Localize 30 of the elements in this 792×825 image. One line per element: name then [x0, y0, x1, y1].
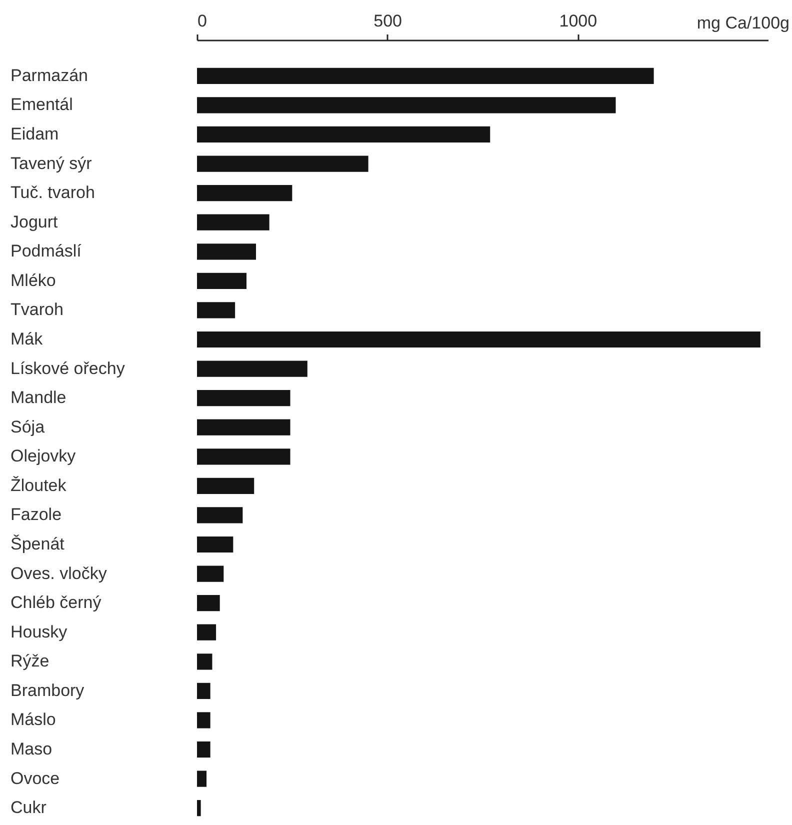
y-tick-label: Mák — [10, 329, 44, 348]
y-tick-label: Eidam — [10, 124, 59, 144]
x-axis-title: mg Ca/100g — [696, 14, 790, 32]
y-tick-label: Tuč. tvaroh — [10, 183, 95, 202]
y-tick-label: Podmáslí — [10, 242, 82, 261]
y-tick-label: Špenát — [10, 534, 65, 554]
y-tick-label: Lískové ořechy — [10, 358, 126, 378]
y-tick-label: Rýže — [10, 652, 50, 671]
y-tick-label: Parmazán — [10, 66, 88, 85]
y-tick-label: Ementál — [10, 95, 73, 114]
y-tick-label: Olejovky — [10, 446, 76, 466]
y-tick-label: Oves. vločky — [10, 564, 108, 583]
y-tick-label: Ovoce — [10, 768, 60, 788]
y-tick-label: Chléb černý — [10, 593, 102, 612]
y-tick-label: Housky — [10, 622, 68, 642]
y-tick-label: Fazole — [10, 505, 62, 524]
y-tick-label: Brambory — [10, 680, 85, 700]
y-tick-label: Mandle — [10, 388, 66, 408]
x-tick-label: 1000 — [559, 12, 598, 30]
y-tick-label: Tvaroh — [10, 300, 64, 320]
y-tick-label: Sója — [10, 417, 46, 436]
y-tick-label: Mléko — [10, 270, 56, 290]
x-tick-label: 500 — [374, 12, 402, 30]
y-tick-label: Máslo — [10, 710, 56, 730]
y-tick-label: Jogurt — [10, 212, 58, 232]
y-tick-label: Žloutek — [10, 476, 67, 495]
y-tick-label: Maso — [10, 740, 52, 759]
x-tick-label: 0 — [198, 12, 207, 30]
y-tick-label: Tavený sýr — [10, 154, 92, 173]
y-tick-label: Cukr — [10, 798, 47, 818]
